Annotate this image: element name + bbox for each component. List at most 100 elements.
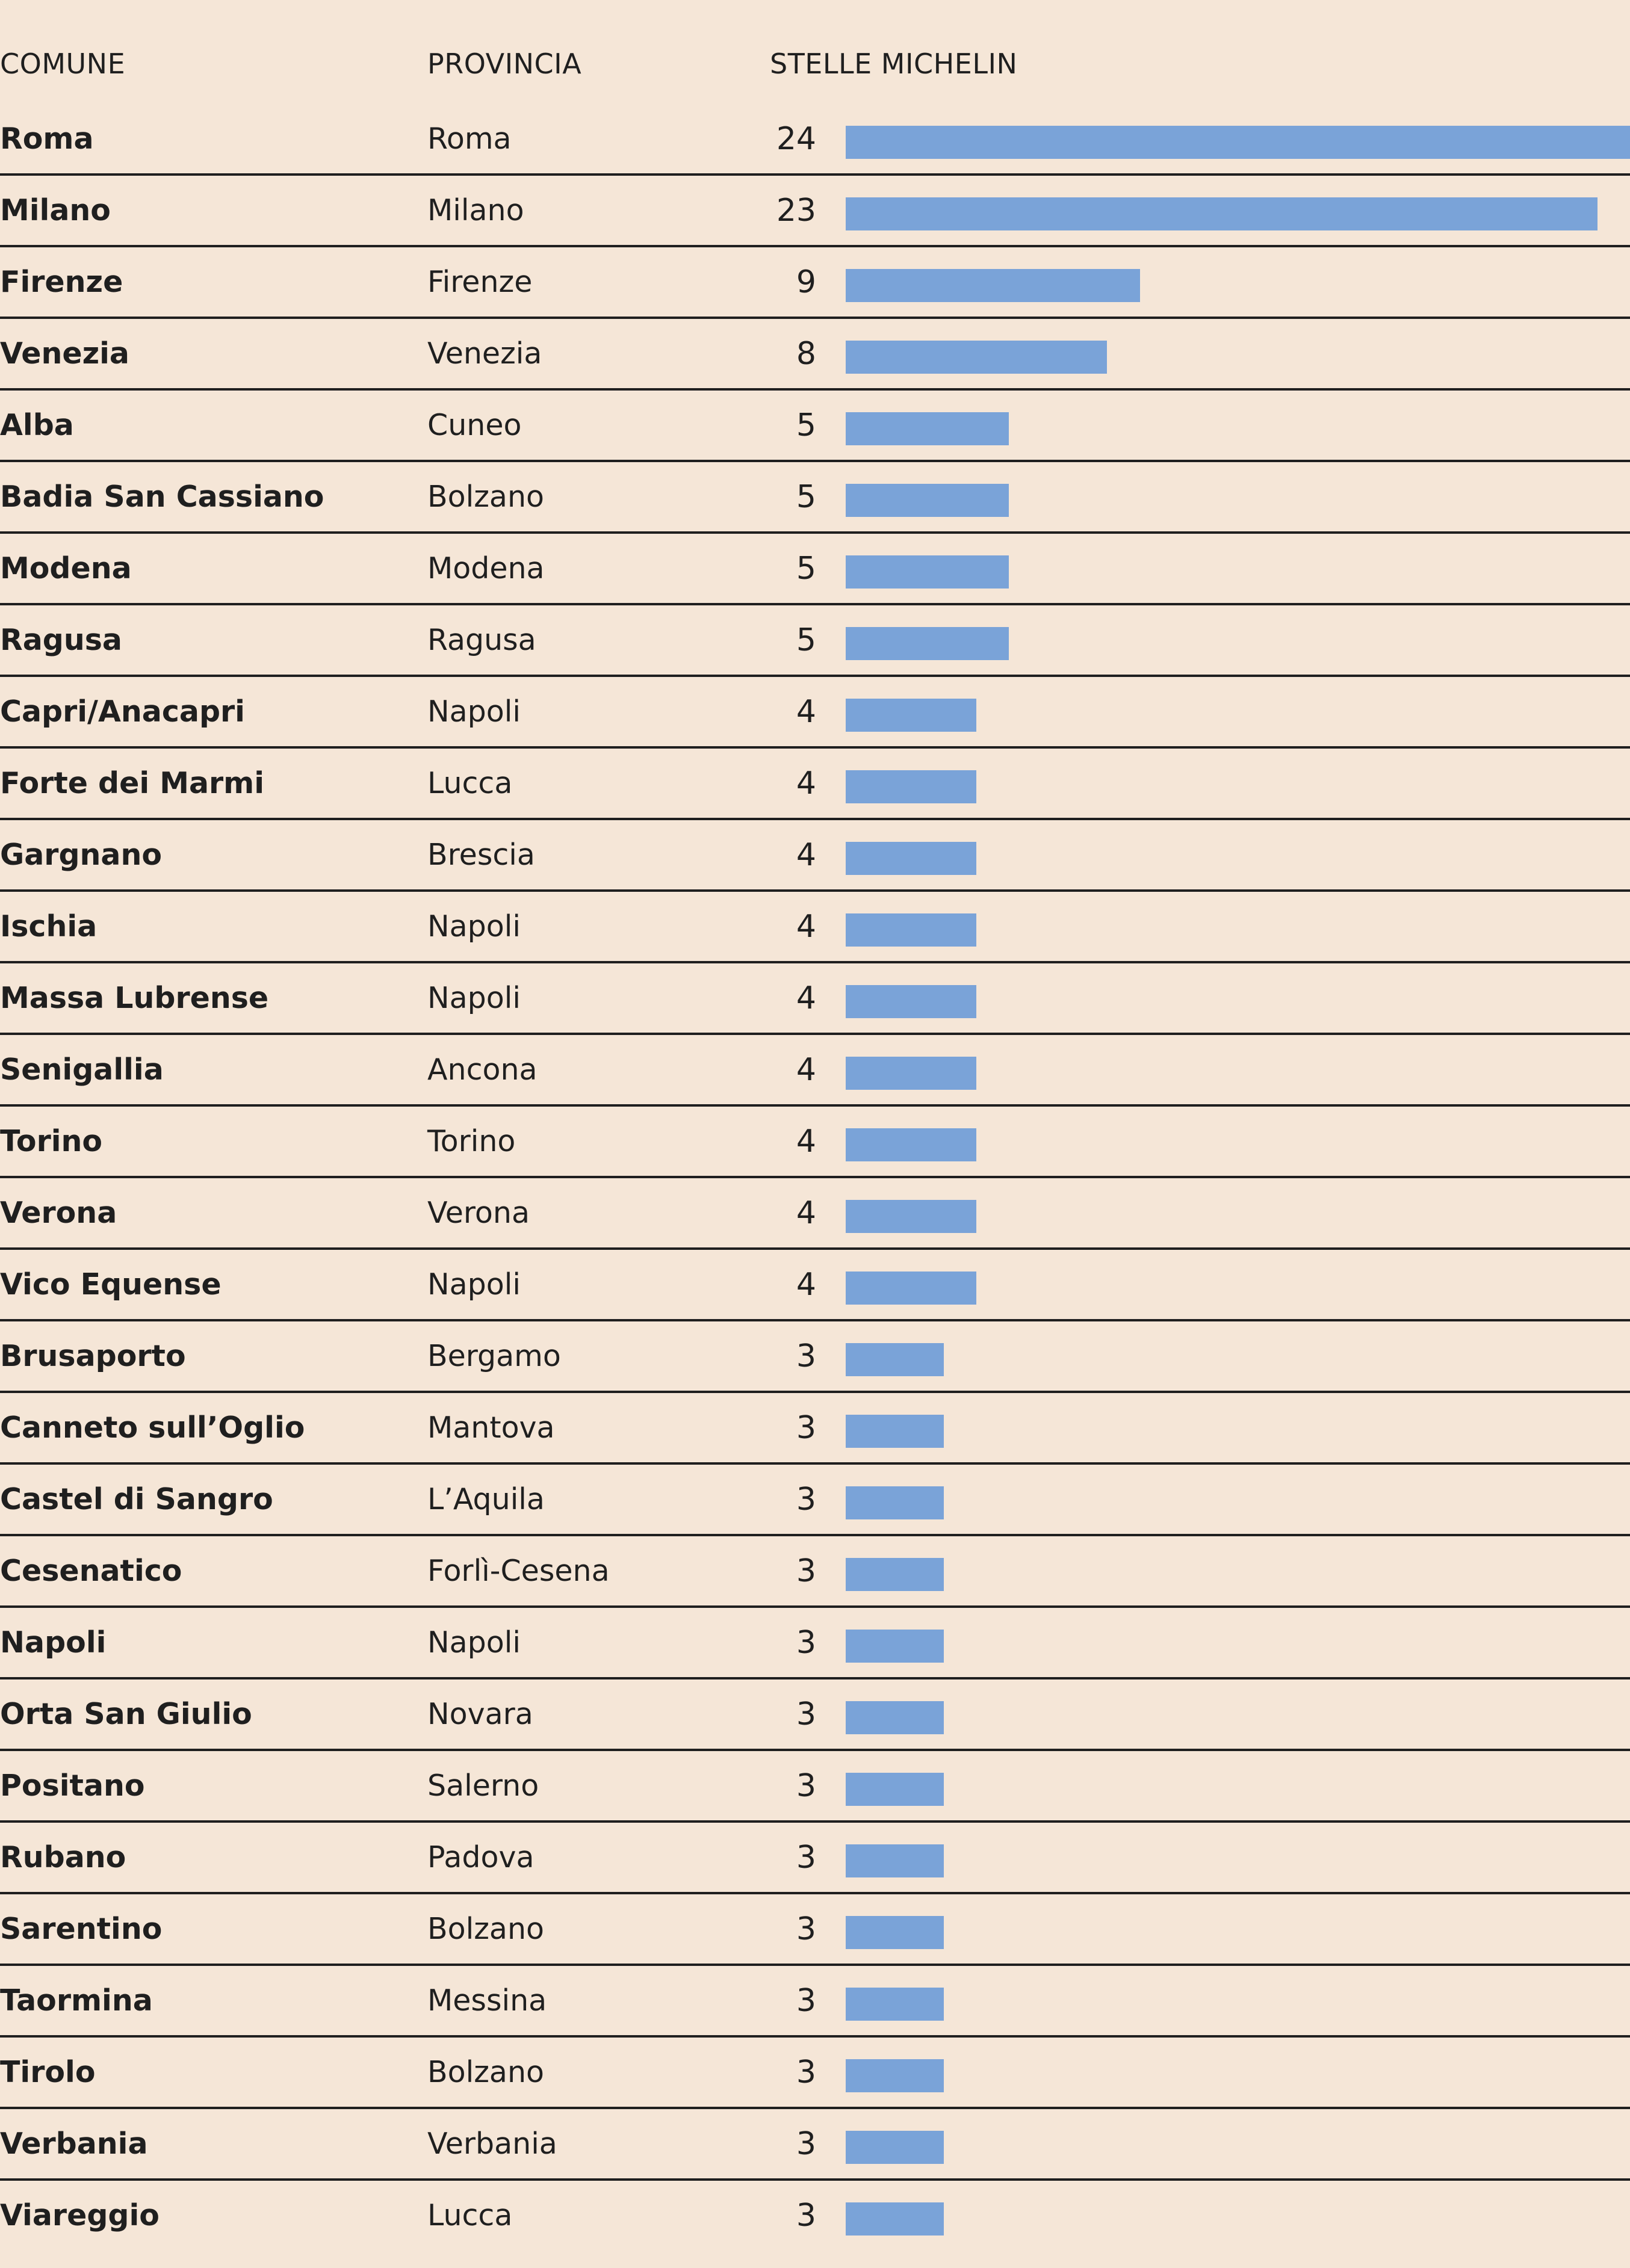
bar xyxy=(846,1844,944,1877)
provincia-label: Napoli xyxy=(427,1267,521,1302)
bar xyxy=(846,1701,944,1734)
value-label: 3 xyxy=(796,1768,816,1804)
provincia-label: L’Aquila xyxy=(427,1482,545,1516)
value-label: 4 xyxy=(796,1267,816,1303)
provincia-label: Napoli xyxy=(427,981,521,1015)
row-divider xyxy=(0,603,1630,605)
comune-label: Massa Lubrense xyxy=(0,981,269,1015)
table-row: Castel di Sangro L’Aquila 3 xyxy=(0,1465,1630,1536)
comune-label: Orta San Giulio xyxy=(0,1697,252,1731)
row-divider xyxy=(0,1033,1630,1035)
value-label: 4 xyxy=(796,980,816,1016)
bar xyxy=(846,126,1630,159)
row-divider xyxy=(0,1176,1630,1178)
comune-label: Sarentino xyxy=(0,1912,163,1946)
table-row: Cesenatico Forlì-Cesena 3 xyxy=(0,1536,1630,1608)
table-row: Taormina Messina 3 xyxy=(0,1966,1630,2038)
provincia-label: Milano xyxy=(427,193,524,227)
comune-label: Napoli xyxy=(0,1625,107,1660)
provincia-label: Napoli xyxy=(427,694,521,729)
row-divider xyxy=(0,961,1630,963)
provincia-label: Lucca xyxy=(427,2198,513,2232)
bar xyxy=(846,1415,944,1448)
bar xyxy=(846,627,1009,660)
table-row: Ischia Napoli 4 xyxy=(0,892,1630,963)
value-label: 4 xyxy=(796,909,816,945)
comune-label: Taormina xyxy=(0,1983,153,2018)
row-divider xyxy=(0,1319,1630,1321)
value-label: 9 xyxy=(796,264,816,300)
value-label: 3 xyxy=(796,1983,816,2019)
comune-label: Modena xyxy=(0,551,132,586)
provincia-label: Modena xyxy=(427,551,545,586)
value-label: 3 xyxy=(796,1840,816,1876)
bar xyxy=(846,770,976,803)
value-label: 4 xyxy=(796,837,816,873)
row-divider xyxy=(0,1391,1630,1393)
row-divider xyxy=(0,1104,1630,1107)
table-row: Alba Cuneo 5 xyxy=(0,391,1630,462)
table-row: Viareggio Lucca 3 xyxy=(0,2181,1630,2252)
table-row: Modena Modena 5 xyxy=(0,534,1630,605)
table-row: Verbania Verbania 3 xyxy=(0,2109,1630,2181)
value-label: 3 xyxy=(796,1338,816,1374)
value-label: 4 xyxy=(796,765,816,802)
bar xyxy=(846,555,1009,589)
comune-label: Ragusa xyxy=(0,623,122,657)
table-row: Sarentino Bolzano 3 xyxy=(0,1894,1630,1966)
provincia-label: Torino xyxy=(427,1124,516,1158)
bar xyxy=(846,1558,944,1591)
row-divider xyxy=(0,245,1630,247)
value-label: 5 xyxy=(796,479,816,515)
table-row: Brusaporto Bergamo 3 xyxy=(0,1321,1630,1393)
value-label: 23 xyxy=(776,193,816,229)
value-label: 5 xyxy=(796,407,816,443)
comune-label: Senigallia xyxy=(0,1052,164,1087)
row-divider xyxy=(0,388,1630,391)
comune-label: Capri/Anacapri xyxy=(0,694,245,729)
comune-label: Firenze xyxy=(0,265,123,299)
row-divider xyxy=(0,1462,1630,1465)
table-row: Roma Roma 24 xyxy=(0,104,1630,176)
bar xyxy=(846,1486,944,1519)
table-row: Napoli Napoli 3 xyxy=(0,1608,1630,1679)
bar xyxy=(846,1773,944,1806)
comune-label: Rubano xyxy=(0,1840,126,1874)
value-label: 4 xyxy=(796,694,816,730)
comune-label: Forte dei Marmi xyxy=(0,766,265,800)
row-divider xyxy=(0,1820,1630,1823)
bar xyxy=(846,2202,944,2236)
header-provincia: PROVINCIA xyxy=(427,48,582,80)
table-row: Tirolo Bolzano 3 xyxy=(0,2038,1630,2109)
provincia-label: Napoli xyxy=(427,1625,521,1660)
comune-label: Vico Equense xyxy=(0,1267,222,1302)
value-label: 24 xyxy=(776,121,816,157)
bar xyxy=(846,842,976,875)
bar xyxy=(846,1200,976,1233)
value-label: 4 xyxy=(796,1052,816,1088)
bar xyxy=(846,341,1107,374)
bar xyxy=(846,2059,944,2092)
header-stelle-michelin: STELLE MICHELIN xyxy=(770,48,1018,80)
provincia-label: Verbania xyxy=(427,2127,557,2161)
row-divider xyxy=(0,317,1630,319)
table-row: Verona Verona 4 xyxy=(0,1178,1630,1250)
row-divider xyxy=(0,818,1630,820)
provincia-label: Cuneo xyxy=(427,408,522,442)
table-row: Badia San Cassiano Bolzano 5 xyxy=(0,462,1630,534)
row-divider xyxy=(0,889,1630,892)
table-row: Positano Salerno 3 xyxy=(0,1751,1630,1823)
bar xyxy=(846,269,1140,302)
bar xyxy=(846,197,1597,230)
provincia-label: Lucca xyxy=(427,766,513,800)
table-row: Milano Milano 23 xyxy=(0,176,1630,247)
comune-label: Canneto sull’Oglio xyxy=(0,1411,305,1445)
provincia-label: Bolzano xyxy=(427,1912,544,1946)
table-row: Firenze Firenze 9 xyxy=(0,247,1630,319)
provincia-label: Salerno xyxy=(427,1769,539,1803)
value-label: 3 xyxy=(796,1410,816,1446)
bar xyxy=(846,699,976,732)
value-label: 4 xyxy=(796,1195,816,1231)
value-label: 5 xyxy=(796,622,816,658)
bar xyxy=(846,484,1009,517)
